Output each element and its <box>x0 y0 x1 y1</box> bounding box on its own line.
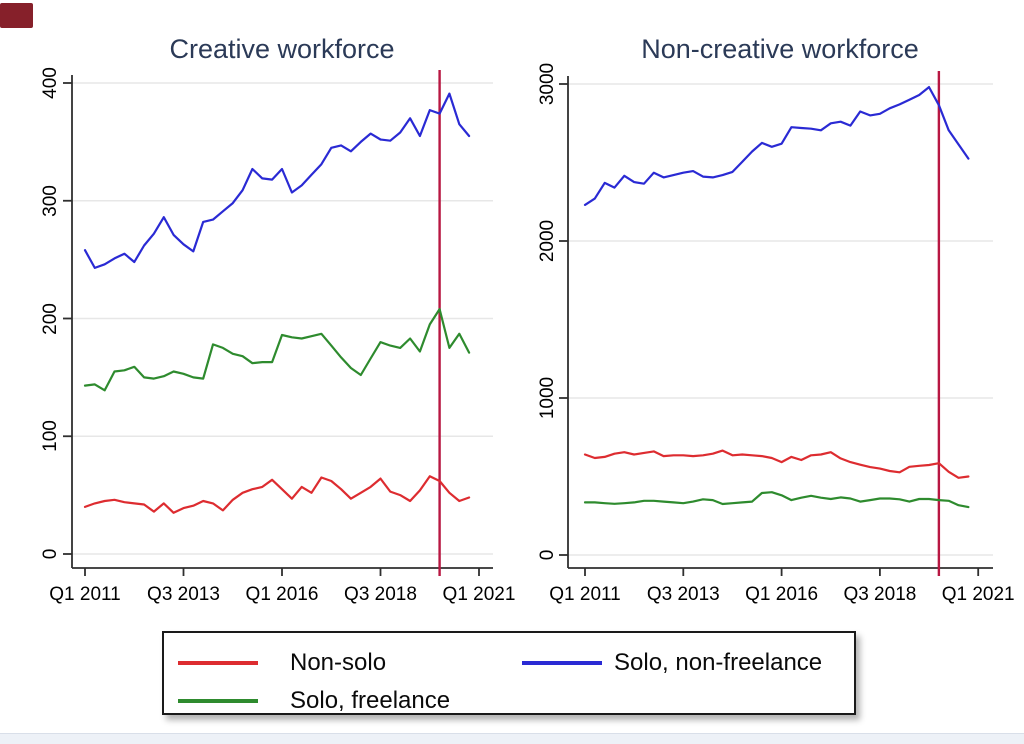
panel-title-creative: Creative workforce <box>169 34 395 64</box>
legend-swatch-non-solo <box>178 661 258 665</box>
legend-swatch-solo-non-freelance <box>522 661 602 665</box>
series-line-solo-freelance <box>83 308 471 392</box>
x-tick-label: Q1 2011 <box>549 584 621 605</box>
legend-swatch-solo-freelance <box>178 699 258 703</box>
y-tick-label: 2000 <box>537 219 558 263</box>
series-line-solo-non-freelance <box>583 85 970 206</box>
x-tick-label: Q3 2018 <box>344 584 417 605</box>
legend-label-non-solo: Non-solo <box>290 649 387 676</box>
y-tick-label: 100 <box>40 420 61 453</box>
y-tick-label: 3000 <box>537 62 558 106</box>
y-tick-label: 0 <box>537 549 558 561</box>
series-line-solo-non-freelance <box>83 92 471 269</box>
y-tick-label: 400 <box>40 67 61 99</box>
y-tick-label: 0 <box>40 548 61 560</box>
y-tick-label: 200 <box>40 302 61 335</box>
x-tick-label: Q1 2016 <box>745 584 819 605</box>
legend-box: Non-solo Solo, non-freelance Solo, freel… <box>162 631 856 715</box>
x-tick-label: Q1 2021 <box>941 584 1015 605</box>
window-bottom-strip <box>0 733 1024 744</box>
x-tick-label: Q1 2021 <box>442 584 516 605</box>
series-line-non-solo <box>83 475 471 514</box>
screen-corner-red-mark <box>0 3 33 28</box>
series-line-solo-freelance <box>583 491 970 509</box>
y-tick-label: 300 <box>40 184 61 217</box>
x-tick-label: Q1 2011 <box>49 584 121 605</box>
legend-label-solo-non-freelance: Solo, non-freelance <box>614 649 823 676</box>
x-tick-label: Q1 2016 <box>245 584 319 605</box>
x-tick-label: Q3 2018 <box>843 584 917 605</box>
x-tick-label: Q3 2013 <box>147 584 220 605</box>
panel-title-non-creative: Non-creative workforce <box>641 34 919 64</box>
y-tick-label: 1000 <box>537 376 558 420</box>
legend-label-solo-freelance: Solo, freelance <box>290 687 451 714</box>
series-line-non-solo <box>583 449 970 479</box>
x-tick-label: Q3 2013 <box>646 584 720 605</box>
